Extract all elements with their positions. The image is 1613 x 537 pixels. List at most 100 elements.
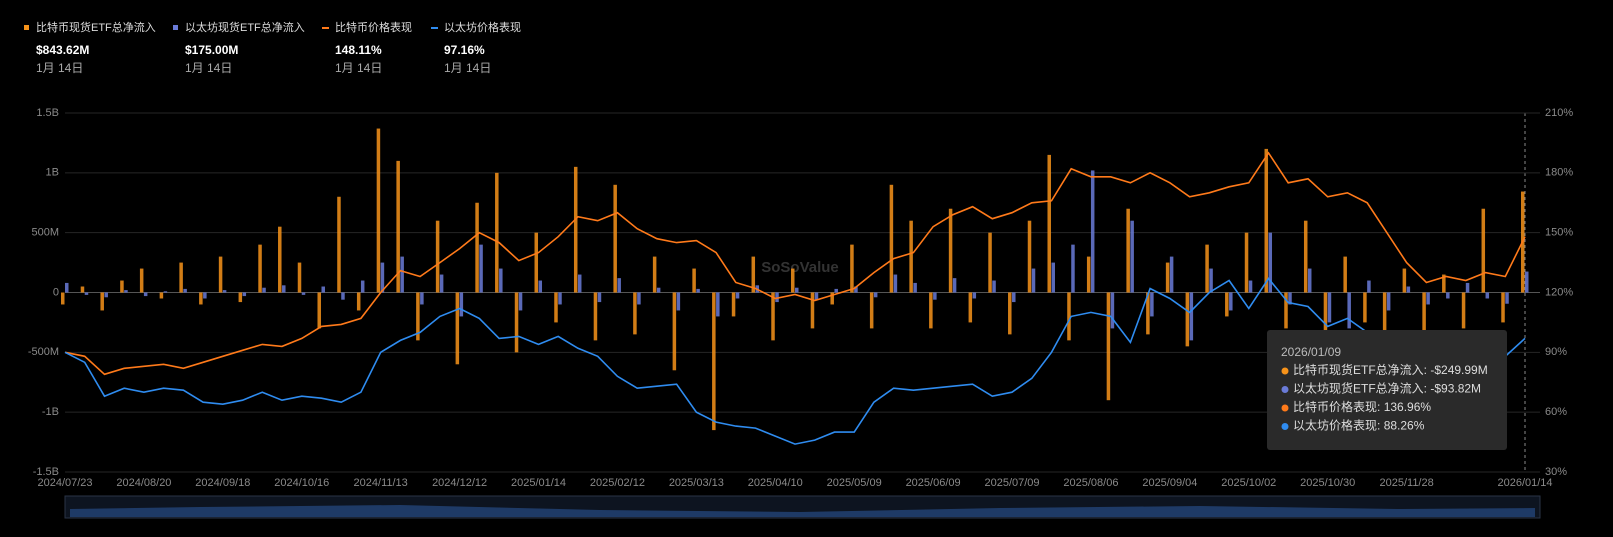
bar xyxy=(968,292,973,323)
x-tick-label: 2026/01/14 xyxy=(1497,477,1552,489)
bar xyxy=(751,256,756,293)
bar xyxy=(1382,292,1387,353)
x-tick-label: 2025/10/30 xyxy=(1300,477,1355,489)
navigator-area xyxy=(70,505,1535,517)
bar xyxy=(1067,292,1071,341)
x-tick-label: 2024/07/23 xyxy=(37,477,92,489)
bar xyxy=(854,286,858,293)
bar xyxy=(672,292,677,371)
bar xyxy=(1008,292,1012,335)
bar xyxy=(652,256,657,293)
bar xyxy=(337,196,341,293)
tooltip-dot xyxy=(1281,404,1289,412)
bar xyxy=(1130,220,1134,293)
tooltip-value: -$249.99M xyxy=(1430,363,1487,377)
tooltip-name: 以太坊现货ETF总净流入 xyxy=(1293,381,1424,396)
bar xyxy=(637,292,641,305)
bar xyxy=(1402,268,1407,293)
bar xyxy=(321,286,325,293)
bar xyxy=(948,208,953,293)
bar xyxy=(518,292,523,311)
x-tick-label: 2024/12/12 xyxy=(432,477,487,489)
bar xyxy=(1284,292,1288,329)
bar xyxy=(692,268,696,293)
bar xyxy=(893,274,898,293)
bar xyxy=(929,292,933,329)
bar xyxy=(179,262,183,293)
bar xyxy=(1525,271,1529,293)
bar xyxy=(617,278,621,293)
y2-tick-label: 210% xyxy=(1545,107,1573,119)
y-tick-label: -1.5B xyxy=(33,466,59,478)
bar xyxy=(1485,292,1490,299)
bar xyxy=(814,292,819,300)
legend-label: 以太坊现货ETF总净流入 xyxy=(185,20,305,34)
x-tick-label: 2025/02/12 xyxy=(590,477,645,489)
y2-tick-label: 30% xyxy=(1545,466,1567,478)
bar xyxy=(992,280,996,293)
bar xyxy=(120,280,124,293)
bar xyxy=(199,292,203,305)
bar xyxy=(143,292,148,297)
legend-value: 97.16% xyxy=(444,43,485,57)
bar xyxy=(1386,292,1391,311)
bar xyxy=(1501,292,1505,323)
bar xyxy=(656,287,661,293)
bar xyxy=(301,292,306,295)
bar xyxy=(183,288,187,293)
bar xyxy=(795,287,799,293)
bar xyxy=(1461,292,1466,329)
tooltip-row: 以太坊现货ETF总净流入: -$93.82M xyxy=(1293,381,1481,396)
legend-value: $843.62M xyxy=(36,43,89,57)
bar xyxy=(1189,292,1194,341)
tooltip-row: 以太坊价格表现: 88.26% xyxy=(1293,418,1425,433)
bar xyxy=(1363,292,1367,323)
bar xyxy=(396,160,400,293)
y2-tick-label: 150% xyxy=(1545,227,1573,239)
bar xyxy=(1047,154,1051,293)
bar xyxy=(613,184,617,293)
bar xyxy=(341,292,345,300)
bar xyxy=(716,292,720,317)
bar xyxy=(400,256,404,293)
bar xyxy=(534,232,539,293)
bar xyxy=(1071,244,1075,293)
legend-label: 以太坊价格表现 xyxy=(444,20,521,34)
y-tick-label: 500M xyxy=(31,227,59,239)
legend-date: 1月 14日 xyxy=(444,61,491,75)
bar xyxy=(834,288,838,293)
bar xyxy=(1027,220,1032,293)
bar xyxy=(1126,208,1130,293)
bar xyxy=(775,292,779,303)
bar xyxy=(278,226,282,293)
bar xyxy=(771,292,775,341)
bar xyxy=(80,286,85,293)
bar xyxy=(1146,292,1150,335)
bar xyxy=(538,280,543,293)
bar xyxy=(258,244,262,293)
bar xyxy=(972,292,977,299)
bar xyxy=(554,292,558,323)
bar xyxy=(1264,148,1269,293)
y2-tick-label: 90% xyxy=(1545,346,1567,358)
bar xyxy=(356,292,361,311)
tooltip-value: 136.96% xyxy=(1384,400,1432,414)
x-tick-label: 2025/08/06 xyxy=(1063,477,1118,489)
bar xyxy=(1205,244,1209,293)
tooltip-dot xyxy=(1281,386,1289,393)
bar xyxy=(988,232,992,293)
bar xyxy=(712,292,716,431)
bar xyxy=(124,290,128,293)
bar xyxy=(475,202,479,293)
bar xyxy=(558,292,562,305)
bar xyxy=(1347,292,1351,329)
bar xyxy=(1169,256,1174,293)
tooltip-row: 比特币价格表现: 136.96% xyxy=(1293,399,1431,414)
bar xyxy=(1268,232,1273,293)
bar xyxy=(593,292,598,341)
bar xyxy=(262,287,266,293)
y-tick-label: 1.5B xyxy=(36,107,59,119)
bar xyxy=(810,292,815,329)
y2-tick-label: 60% xyxy=(1545,406,1567,418)
y-tick-label: 1B xyxy=(46,167,59,179)
